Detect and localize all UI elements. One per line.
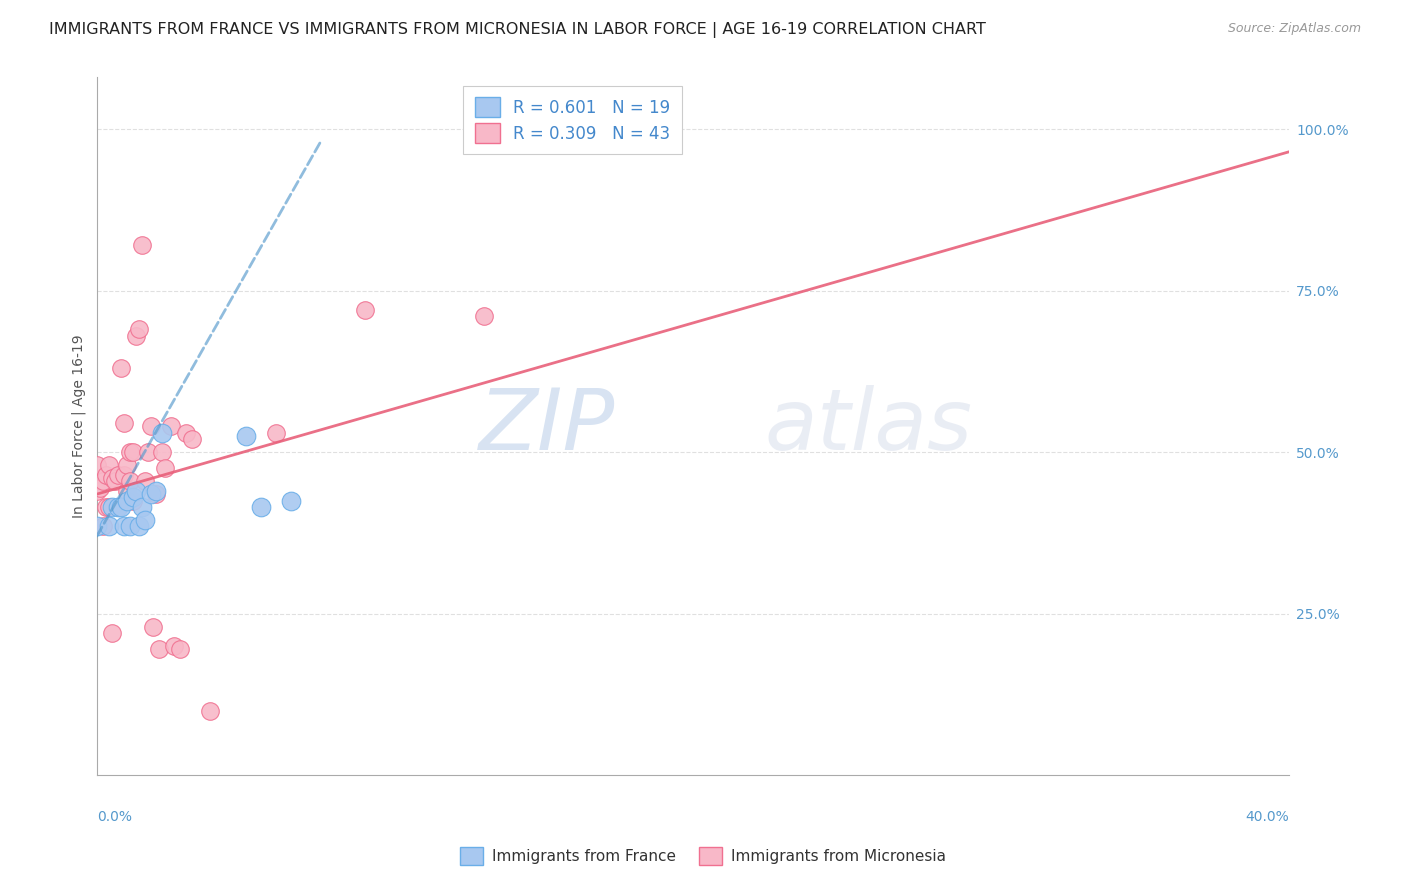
Text: atlas: atlas — [765, 384, 973, 467]
Point — [94, 467, 117, 482]
Point — [86, 519, 108, 533]
Point — [112, 416, 135, 430]
Point — [139, 419, 162, 434]
Point — [89, 481, 111, 495]
Point — [118, 445, 141, 459]
Point — [128, 519, 150, 533]
Point — [118, 474, 141, 488]
Point — [145, 487, 167, 501]
Point — [115, 493, 138, 508]
Point — [86, 458, 108, 472]
Point — [121, 445, 143, 459]
Point — [107, 500, 129, 514]
Point — [124, 329, 146, 343]
Point — [145, 483, 167, 498]
Point — [110, 361, 132, 376]
Point — [100, 471, 122, 485]
Text: IMMIGRANTS FROM FRANCE VS IMMIGRANTS FROM MICRONESIA IN LABOR FORCE | AGE 16-19 : IMMIGRANTS FROM FRANCE VS IMMIGRANTS FRO… — [49, 22, 986, 38]
Point — [474, 310, 496, 324]
Point — [121, 493, 143, 508]
Point — [280, 493, 302, 508]
Text: 40.0%: 40.0% — [1246, 810, 1289, 824]
Legend: Immigrants from France, Immigrants from Micronesia: Immigrants from France, Immigrants from … — [454, 841, 952, 871]
Point — [169, 642, 191, 657]
Text: ZIP: ZIP — [479, 384, 616, 467]
Point — [91, 519, 114, 533]
Point — [198, 704, 221, 718]
Point — [97, 519, 120, 533]
Point — [181, 432, 204, 446]
Point — [148, 642, 170, 657]
Point — [155, 461, 177, 475]
Point — [97, 458, 120, 472]
Point — [107, 500, 129, 514]
Text: Source: ZipAtlas.com: Source: ZipAtlas.com — [1227, 22, 1361, 36]
Point — [174, 425, 197, 440]
Point — [142, 619, 165, 633]
Point — [112, 467, 135, 482]
Point — [139, 487, 162, 501]
Point — [131, 238, 153, 252]
Point — [86, 483, 108, 498]
Text: 0.0%: 0.0% — [97, 810, 132, 824]
Point — [160, 419, 183, 434]
Point — [115, 458, 138, 472]
Point — [134, 474, 156, 488]
Point — [163, 639, 186, 653]
Point — [104, 474, 127, 488]
Point — [124, 483, 146, 498]
Point — [134, 513, 156, 527]
Point — [115, 483, 138, 498]
Point — [100, 500, 122, 514]
Legend: R = 0.601   N = 19, R = 0.309   N = 43: R = 0.601 N = 19, R = 0.309 N = 43 — [463, 86, 682, 154]
Point — [152, 425, 174, 440]
Point — [152, 445, 174, 459]
Y-axis label: In Labor Force | Age 16-19: In Labor Force | Age 16-19 — [72, 334, 86, 518]
Point — [136, 445, 159, 459]
Point — [91, 474, 114, 488]
Point — [264, 425, 287, 440]
Point — [112, 519, 135, 533]
Point — [354, 303, 377, 318]
Point — [97, 500, 120, 514]
Point — [107, 467, 129, 482]
Point — [128, 322, 150, 336]
Point — [131, 500, 153, 514]
Point — [100, 626, 122, 640]
Point — [110, 500, 132, 514]
Point — [249, 500, 271, 514]
Point — [118, 519, 141, 533]
Point — [235, 429, 257, 443]
Point — [121, 491, 143, 505]
Point — [94, 500, 117, 514]
